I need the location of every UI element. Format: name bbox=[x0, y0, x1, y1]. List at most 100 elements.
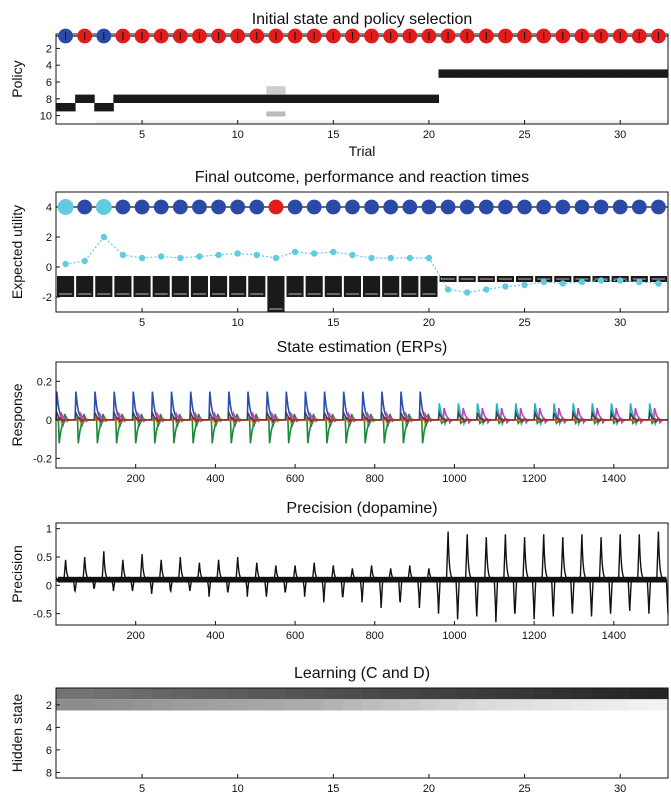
outcome-marker bbox=[536, 199, 552, 215]
policy-cell bbox=[457, 69, 478, 78]
precision-y-tick-label: 1 bbox=[46, 524, 52, 536]
policy-cell bbox=[342, 94, 363, 103]
utility-bar bbox=[95, 276, 113, 297]
learning-cell-state2 bbox=[304, 699, 325, 711]
learning-x-tick-label: 5 bbox=[139, 783, 145, 795]
reaction-time-point bbox=[521, 281, 528, 289]
learning-cell-state2 bbox=[553, 699, 573, 711]
precision-x-tick-label: 1400 bbox=[602, 630, 626, 642]
policy-uncertain-cell bbox=[266, 86, 286, 95]
policy-cell bbox=[56, 103, 76, 112]
reaction-time-point bbox=[425, 254, 433, 262]
policy-cell bbox=[362, 94, 382, 103]
learning-cell-state2 bbox=[400, 699, 420, 711]
learning-cell-state2 bbox=[438, 699, 459, 711]
learning-cell-state1 bbox=[629, 688, 650, 700]
reaction-time-point bbox=[215, 251, 222, 259]
utility-bar bbox=[171, 276, 189, 297]
outcome-marker bbox=[153, 199, 169, 215]
learning-cell-state1 bbox=[362, 688, 382, 700]
utility-bar bbox=[401, 276, 419, 297]
policy-cell bbox=[266, 94, 286, 103]
learning-cell-state1 bbox=[56, 688, 76, 700]
precision-y-tick-label: 0.5 bbox=[37, 552, 52, 564]
learning-cell-state2 bbox=[209, 699, 229, 711]
learning-cell-state2 bbox=[113, 699, 134, 711]
policy-cell bbox=[438, 69, 459, 78]
outcome-marker bbox=[651, 199, 666, 215]
learning-x-tick-label: 25 bbox=[518, 783, 530, 795]
utility-bar bbox=[248, 276, 266, 297]
reaction-time-point bbox=[196, 253, 203, 260]
learning-cell-state2 bbox=[75, 699, 95, 711]
outcome-x-tick-label: 20 bbox=[423, 317, 435, 329]
learning-cell-state1 bbox=[285, 688, 306, 700]
outcome-marker bbox=[498, 199, 513, 215]
learning-cell-state1 bbox=[572, 688, 593, 700]
policy-y-label: Policy bbox=[9, 60, 25, 97]
outcome-marker bbox=[249, 199, 265, 215]
outcome-title: Final outcome, performance and reaction … bbox=[195, 169, 529, 186]
outcome-y-tick-label: -2 bbox=[42, 292, 52, 304]
learning-cell-state1 bbox=[438, 688, 459, 700]
utility-bar bbox=[152, 276, 170, 297]
outcome-y-tick-label: 4 bbox=[46, 202, 52, 214]
learning-cell-state1 bbox=[132, 688, 153, 700]
policy-cell bbox=[75, 94, 95, 103]
policy-x-label: Trial bbox=[349, 143, 376, 159]
outcome-marker bbox=[172, 199, 188, 215]
learning-cell-state2 bbox=[323, 699, 344, 711]
utility-bar bbox=[229, 276, 247, 297]
utility-bar bbox=[343, 276, 361, 297]
learning-cell-state1 bbox=[342, 688, 363, 700]
policy-x-tick-label: 20 bbox=[423, 129, 435, 141]
learning-y-tick-label: 4 bbox=[46, 722, 52, 734]
reaction-time-point bbox=[502, 283, 509, 290]
utility-bar bbox=[133, 276, 151, 297]
learning-cell-state2 bbox=[362, 699, 382, 711]
policy-cell bbox=[94, 103, 114, 112]
erp-x-tick-label: 1400 bbox=[602, 473, 626, 485]
erp-x-tick-label: 600 bbox=[286, 473, 304, 485]
outcome-y-tick-label: 2 bbox=[46, 232, 52, 244]
policy-x-tick-label: 10 bbox=[232, 129, 244, 141]
outcome-marker bbox=[440, 199, 456, 215]
reaction-time-point bbox=[483, 286, 490, 293]
policy-y-tick-label: 8 bbox=[46, 94, 52, 106]
reaction-time-point bbox=[463, 289, 471, 296]
outcome-marker bbox=[421, 199, 437, 215]
outcome-marker bbox=[517, 199, 532, 215]
reaction-time-point bbox=[616, 277, 624, 284]
policy-cell bbox=[400, 94, 420, 103]
precision-x-tick-label: 800 bbox=[366, 630, 384, 642]
learning-cell-state1 bbox=[304, 688, 325, 700]
reaction-time-point bbox=[406, 254, 414, 262]
utility-bar bbox=[286, 276, 304, 297]
outcome-marker bbox=[574, 199, 590, 215]
precision-baseline-band bbox=[58, 576, 666, 583]
erp-x-tick-label: 800 bbox=[366, 473, 384, 485]
erp-title: State estimation (ERPs) bbox=[277, 339, 448, 356]
learning-cell-state1 bbox=[323, 688, 344, 700]
reaction-time-point bbox=[540, 278, 547, 286]
learning-cell-state1 bbox=[170, 688, 191, 700]
reaction-time-line bbox=[65, 236, 659, 294]
learning-x-tick-label: 15 bbox=[327, 783, 339, 795]
policy-cell bbox=[610, 69, 631, 78]
reaction-time-point bbox=[291, 248, 299, 256]
outcome-marker bbox=[631, 199, 647, 215]
policy-cell bbox=[170, 94, 191, 103]
utility-bar bbox=[324, 276, 342, 297]
learning-y-tick-label: 2 bbox=[46, 700, 52, 712]
erp-axes-frame bbox=[55, 361, 669, 469]
erp-y-tick-label: 0.2 bbox=[37, 376, 52, 388]
reaction-time-point bbox=[62, 260, 69, 268]
learning-cell-state2 bbox=[591, 699, 612, 711]
reaction-time-point bbox=[655, 280, 662, 287]
policy-cell bbox=[648, 69, 669, 78]
outcome-marker bbox=[134, 199, 150, 215]
policy-cell bbox=[285, 94, 306, 103]
reaction-time-point bbox=[349, 251, 356, 259]
learning-cell-state2 bbox=[247, 699, 267, 711]
utility-bar bbox=[420, 276, 438, 297]
